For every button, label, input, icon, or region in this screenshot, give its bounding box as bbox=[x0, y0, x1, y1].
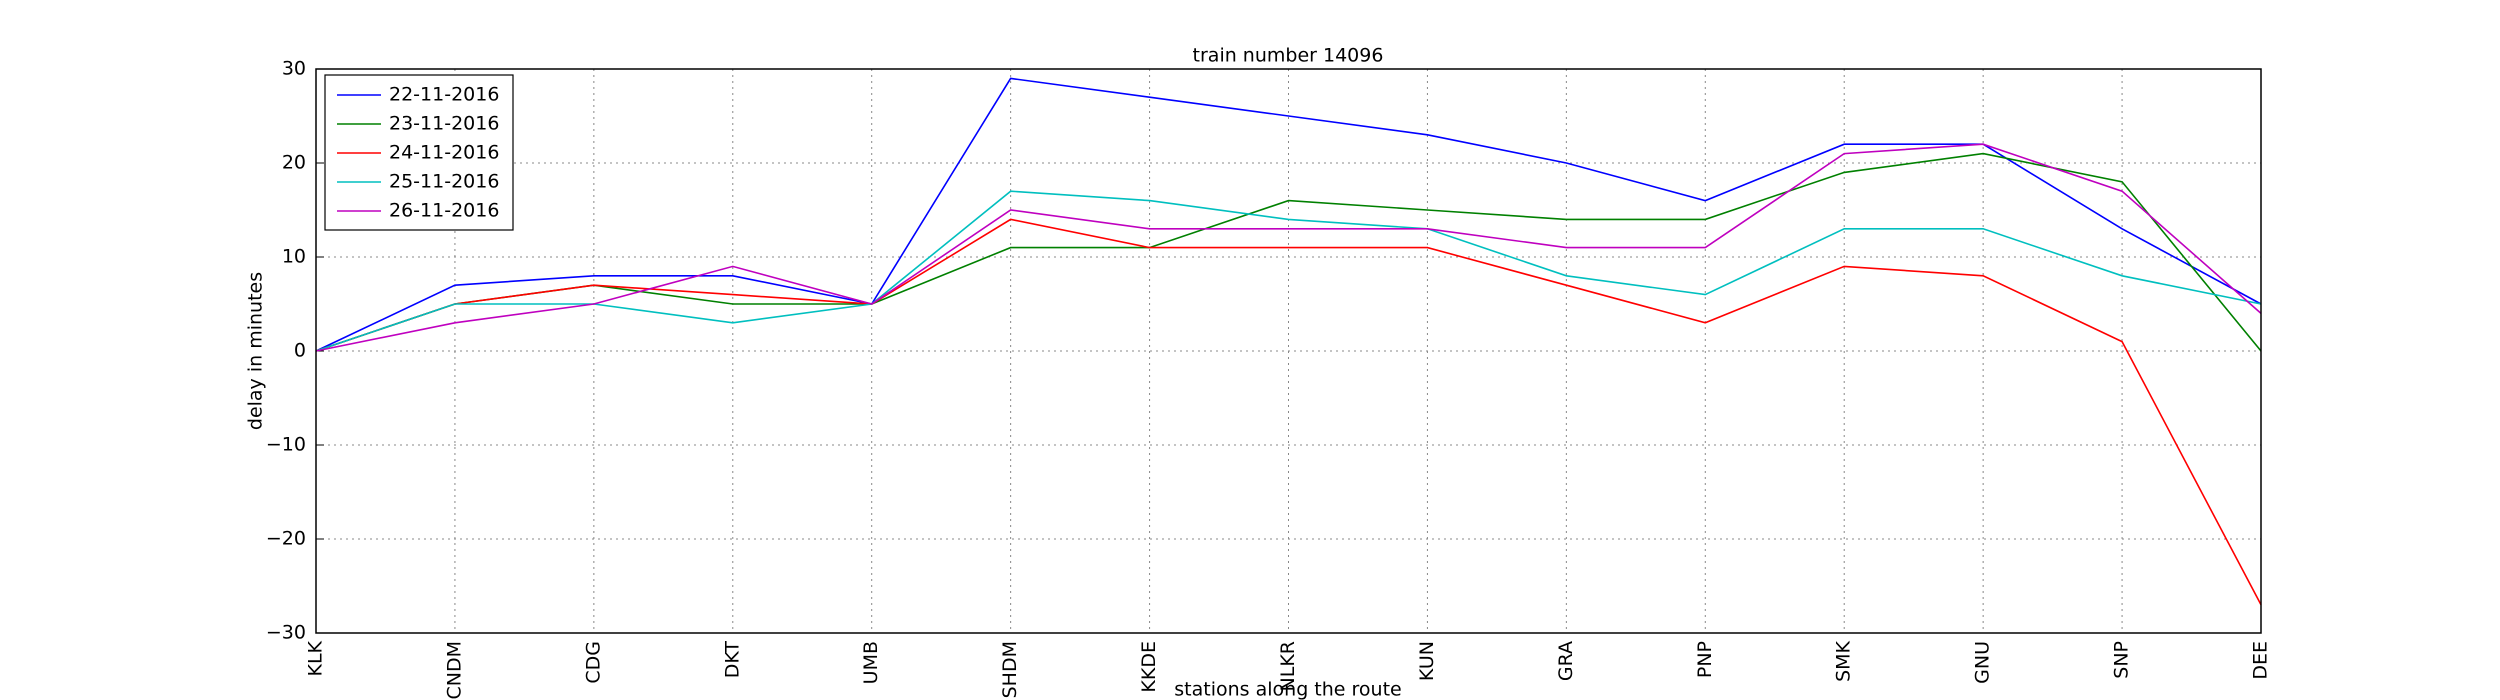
x-axis-label: stations along the route bbox=[1174, 679, 1401, 700]
y-axis-label: delay in minutes bbox=[245, 272, 267, 430]
x-tick-label: DKT bbox=[721, 641, 743, 679]
x-tick-label: SNP bbox=[2111, 641, 2133, 679]
y-tick-label: 10 bbox=[282, 246, 306, 268]
y-tick-label: −20 bbox=[266, 528, 306, 550]
legend-label: 26-11-2016 bbox=[389, 200, 499, 222]
line-series bbox=[315, 218, 2262, 606]
x-tick-label: CDG bbox=[582, 641, 604, 684]
line-series bbox=[315, 190, 2262, 352]
y-tick-label: 20 bbox=[282, 152, 306, 174]
x-tick-label: KLK bbox=[305, 640, 327, 676]
x-tick-label: GNU bbox=[1972, 641, 1994, 684]
legend-label: 25-11-2016 bbox=[389, 171, 499, 193]
x-tick-label: CNDM bbox=[443, 641, 465, 700]
x-tick-label: KKDE bbox=[1138, 641, 1160, 693]
x-tick-label: PNP bbox=[1694, 641, 1716, 678]
x-tick-label: GRA bbox=[1555, 641, 1577, 681]
x-tick-label: SHDM bbox=[999, 641, 1021, 698]
y-tick-label: 30 bbox=[282, 58, 306, 80]
x-tick-label: DEE bbox=[2250, 641, 2272, 680]
y-tick-label: −30 bbox=[266, 622, 306, 644]
y-tick-label: 0 bbox=[294, 340, 306, 362]
legend-label: 22-11-2016 bbox=[389, 84, 499, 106]
legend-label: 23-11-2016 bbox=[389, 113, 499, 135]
x-tick-label: SMK bbox=[1833, 640, 1855, 681]
line-series bbox=[315, 143, 2262, 352]
y-tick-label: −10 bbox=[266, 434, 306, 456]
x-tick-label: KUN bbox=[1416, 641, 1438, 681]
plot-frame bbox=[315, 68, 2262, 634]
x-tick-label: NLKR bbox=[1277, 641, 1299, 691]
line-series bbox=[315, 77, 2262, 352]
legend-label: 24-11-2016 bbox=[389, 142, 499, 164]
x-tick-label: UMB bbox=[860, 641, 882, 684]
chart-title: train number 14096 bbox=[1193, 45, 1384, 67]
